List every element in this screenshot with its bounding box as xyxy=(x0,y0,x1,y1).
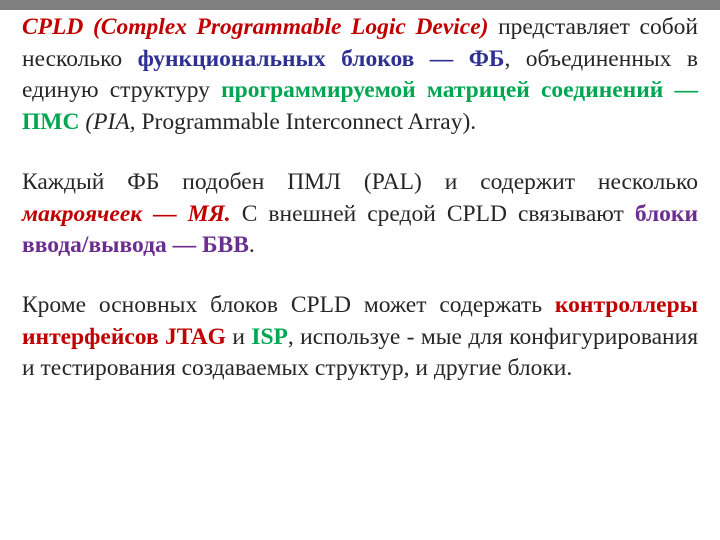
p1-s6: (PIA, xyxy=(79,109,135,135)
p2-s5: . xyxy=(249,232,255,258)
p1-s7: Programmable Interconnect Array). xyxy=(136,109,477,135)
topbar xyxy=(0,0,720,10)
p3-s1: Кроме основных блоков CPLD может содержа… xyxy=(22,292,555,318)
p2-s1: Каждый ФБ подобен ПМЛ (PAL) и содержит н… xyxy=(22,169,698,195)
p2-s2: макроячеек — МЯ. xyxy=(22,201,231,227)
paragraph-3: Кроме основных блоков CPLD может содержа… xyxy=(22,290,698,385)
paragraph-2: Каждый ФБ подобен ПМЛ (PAL) и содержит н… xyxy=(22,167,698,262)
p3-s4: ISP xyxy=(251,324,288,350)
paragraph-1: CPLD (Complex Programmable Logic Device)… xyxy=(22,12,698,139)
p1-s1: CPLD (Complex Programmable Logic Device) xyxy=(22,14,489,40)
slide: CPLD (Complex Programmable Logic Device)… xyxy=(0,0,720,540)
p3-s3: и xyxy=(226,324,251,350)
p2-s3: С внешней средой CPLD связывают xyxy=(231,201,635,227)
p1-s3: функциональных блоков — ФБ xyxy=(138,46,505,72)
content: CPLD (Complex Programmable Logic Device)… xyxy=(0,10,720,385)
